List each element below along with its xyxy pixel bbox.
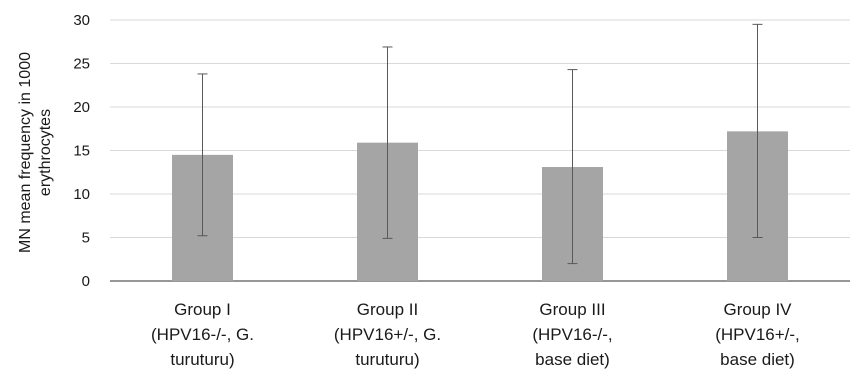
x-tick-label: Group II (HPV16+/-, G. turuturu)	[334, 300, 441, 369]
y-axis-title-line: erythrocytes	[37, 109, 54, 196]
error-bars	[197, 23, 763, 265]
x-axis-labels: Group I (HPV16-/-, G. turuturu) Group II (HP…	[151, 300, 800, 369]
x-tick-label-line: turuturu)	[355, 350, 419, 369]
y-tick-label: 10	[73, 186, 90, 203]
x-tick-label-line: Group III	[539, 300, 605, 319]
y-tick-label: 5	[82, 230, 90, 247]
y-tick-label: 15	[73, 143, 90, 160]
x-tick-label-line: base diet)	[720, 350, 795, 369]
x-tick-label-line: base diet)	[535, 350, 610, 369]
x-tick-label: Group I (HPV16-/-, G. turuturu)	[151, 300, 254, 369]
y-tick-label: 20	[73, 99, 90, 116]
x-tick-label-line: turuturu)	[170, 350, 234, 369]
x-tick-label-line: (HPV16+/-, G.	[334, 325, 441, 344]
x-tick-label-line: Group IV	[723, 300, 792, 319]
y-tick-label: 0	[82, 273, 90, 290]
x-tick-label-line: (HPV16-/-,	[532, 325, 612, 344]
x-tick-label-line: (HPV16-/-, G.	[151, 325, 254, 344]
gridlines	[110, 19, 850, 282]
y-axis-title: MN mean frequency in 1000 erythrocytes	[17, 52, 54, 253]
y-tick-label: 25	[73, 56, 90, 73]
y-axis-ticks: 0 5 10 15 20 25 30	[73, 12, 90, 290]
y-axis-title-line: MN mean frequency in 1000	[17, 52, 34, 253]
x-tick-label-line: (HPV16+/-,	[715, 325, 800, 344]
bar-series	[172, 131, 788, 281]
y-tick-label: 30	[73, 12, 90, 29]
x-tick-label-line: Group II	[357, 300, 418, 319]
x-tick-label: Group IV (HPV16+/-, base diet)	[715, 300, 800, 369]
x-tick-label-line: Group I	[174, 300, 231, 319]
x-tick-label: Group III (HPV16-/-, base diet)	[532, 300, 612, 369]
y-axis-label: MN mean frequency in 1000 erythrocytes	[17, 52, 54, 253]
